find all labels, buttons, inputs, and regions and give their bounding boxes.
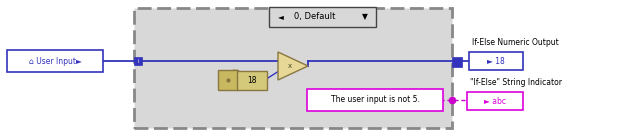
Text: The user input is not 5.: The user input is not 5.: [331, 95, 419, 104]
Text: If-Else Numeric Output: If-Else Numeric Output: [472, 38, 558, 47]
FancyBboxPatch shape: [7, 50, 103, 72]
FancyBboxPatch shape: [469, 52, 523, 70]
Text: x: x: [287, 63, 291, 69]
FancyBboxPatch shape: [467, 92, 523, 110]
FancyBboxPatch shape: [269, 7, 376, 27]
FancyBboxPatch shape: [134, 8, 452, 128]
Text: i: i: [137, 58, 139, 64]
FancyBboxPatch shape: [307, 89, 443, 111]
Bar: [218, 70, 238, 90]
Text: "If-Else" String Indicator: "If-Else" String Indicator: [470, 78, 562, 87]
Text: ▼: ▼: [362, 13, 368, 21]
Text: 0, Default: 0, Default: [294, 13, 336, 21]
Text: ► 18: ► 18: [487, 56, 505, 66]
Text: 18: 18: [247, 76, 256, 85]
Text: ◄: ◄: [278, 13, 283, 21]
Bar: [134, 57, 142, 65]
FancyBboxPatch shape: [237, 71, 267, 90]
Polygon shape: [278, 52, 308, 80]
Bar: [452, 57, 462, 67]
Text: ► abc: ► abc: [484, 97, 506, 106]
Text: ⌂ User Input►: ⌂ User Input►: [29, 56, 82, 66]
